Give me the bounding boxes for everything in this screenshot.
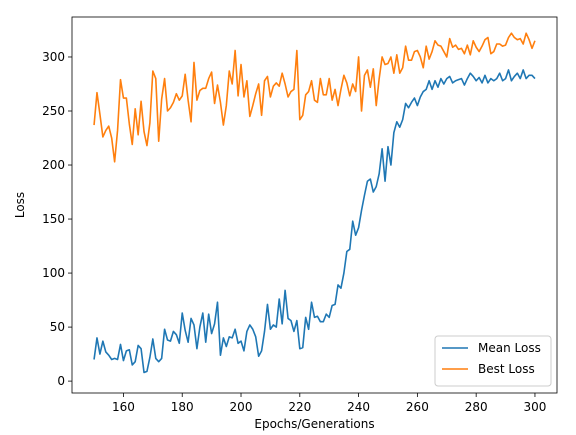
x-tick-label: 260 (406, 400, 429, 414)
x-tick-label: 200 (230, 400, 253, 414)
y-tick-label: 300 (42, 50, 65, 64)
y-tick-label: 50 (50, 320, 65, 334)
x-tick-label: 240 (347, 400, 370, 414)
y-tick-label: 150 (42, 212, 65, 226)
y-axis-label: Loss (13, 192, 27, 218)
x-tick-label: 300 (524, 400, 547, 414)
legend-label-mean-loss: Mean Loss (478, 341, 541, 355)
x-tick-label: 280 (465, 400, 488, 414)
y-tick-label: 100 (42, 266, 65, 280)
series-line-mean-loss (93, 69, 536, 374)
x-tick-label: 220 (288, 400, 311, 414)
y-tick-label: 200 (42, 158, 65, 172)
legend: Mean Loss Best Loss (434, 335, 552, 387)
y-axis-ticks: 0 50 100 150 200 250 300 (42, 50, 72, 388)
x-axis-ticks: 160 180 200 220 240 260 280 300 (112, 393, 546, 414)
legend-label-best-loss: Best Loss (478, 362, 535, 376)
x-tick-label: 160 (112, 400, 135, 414)
x-axis-label: Epochs/Generations (254, 417, 374, 431)
plot-frame (71, 16, 558, 394)
series-line-best-loss (93, 32, 536, 163)
x-tick-label: 180 (171, 400, 194, 414)
y-tick-label: 0 (57, 374, 65, 388)
series-layer (93, 32, 536, 374)
y-tick-label: 250 (42, 104, 65, 118)
